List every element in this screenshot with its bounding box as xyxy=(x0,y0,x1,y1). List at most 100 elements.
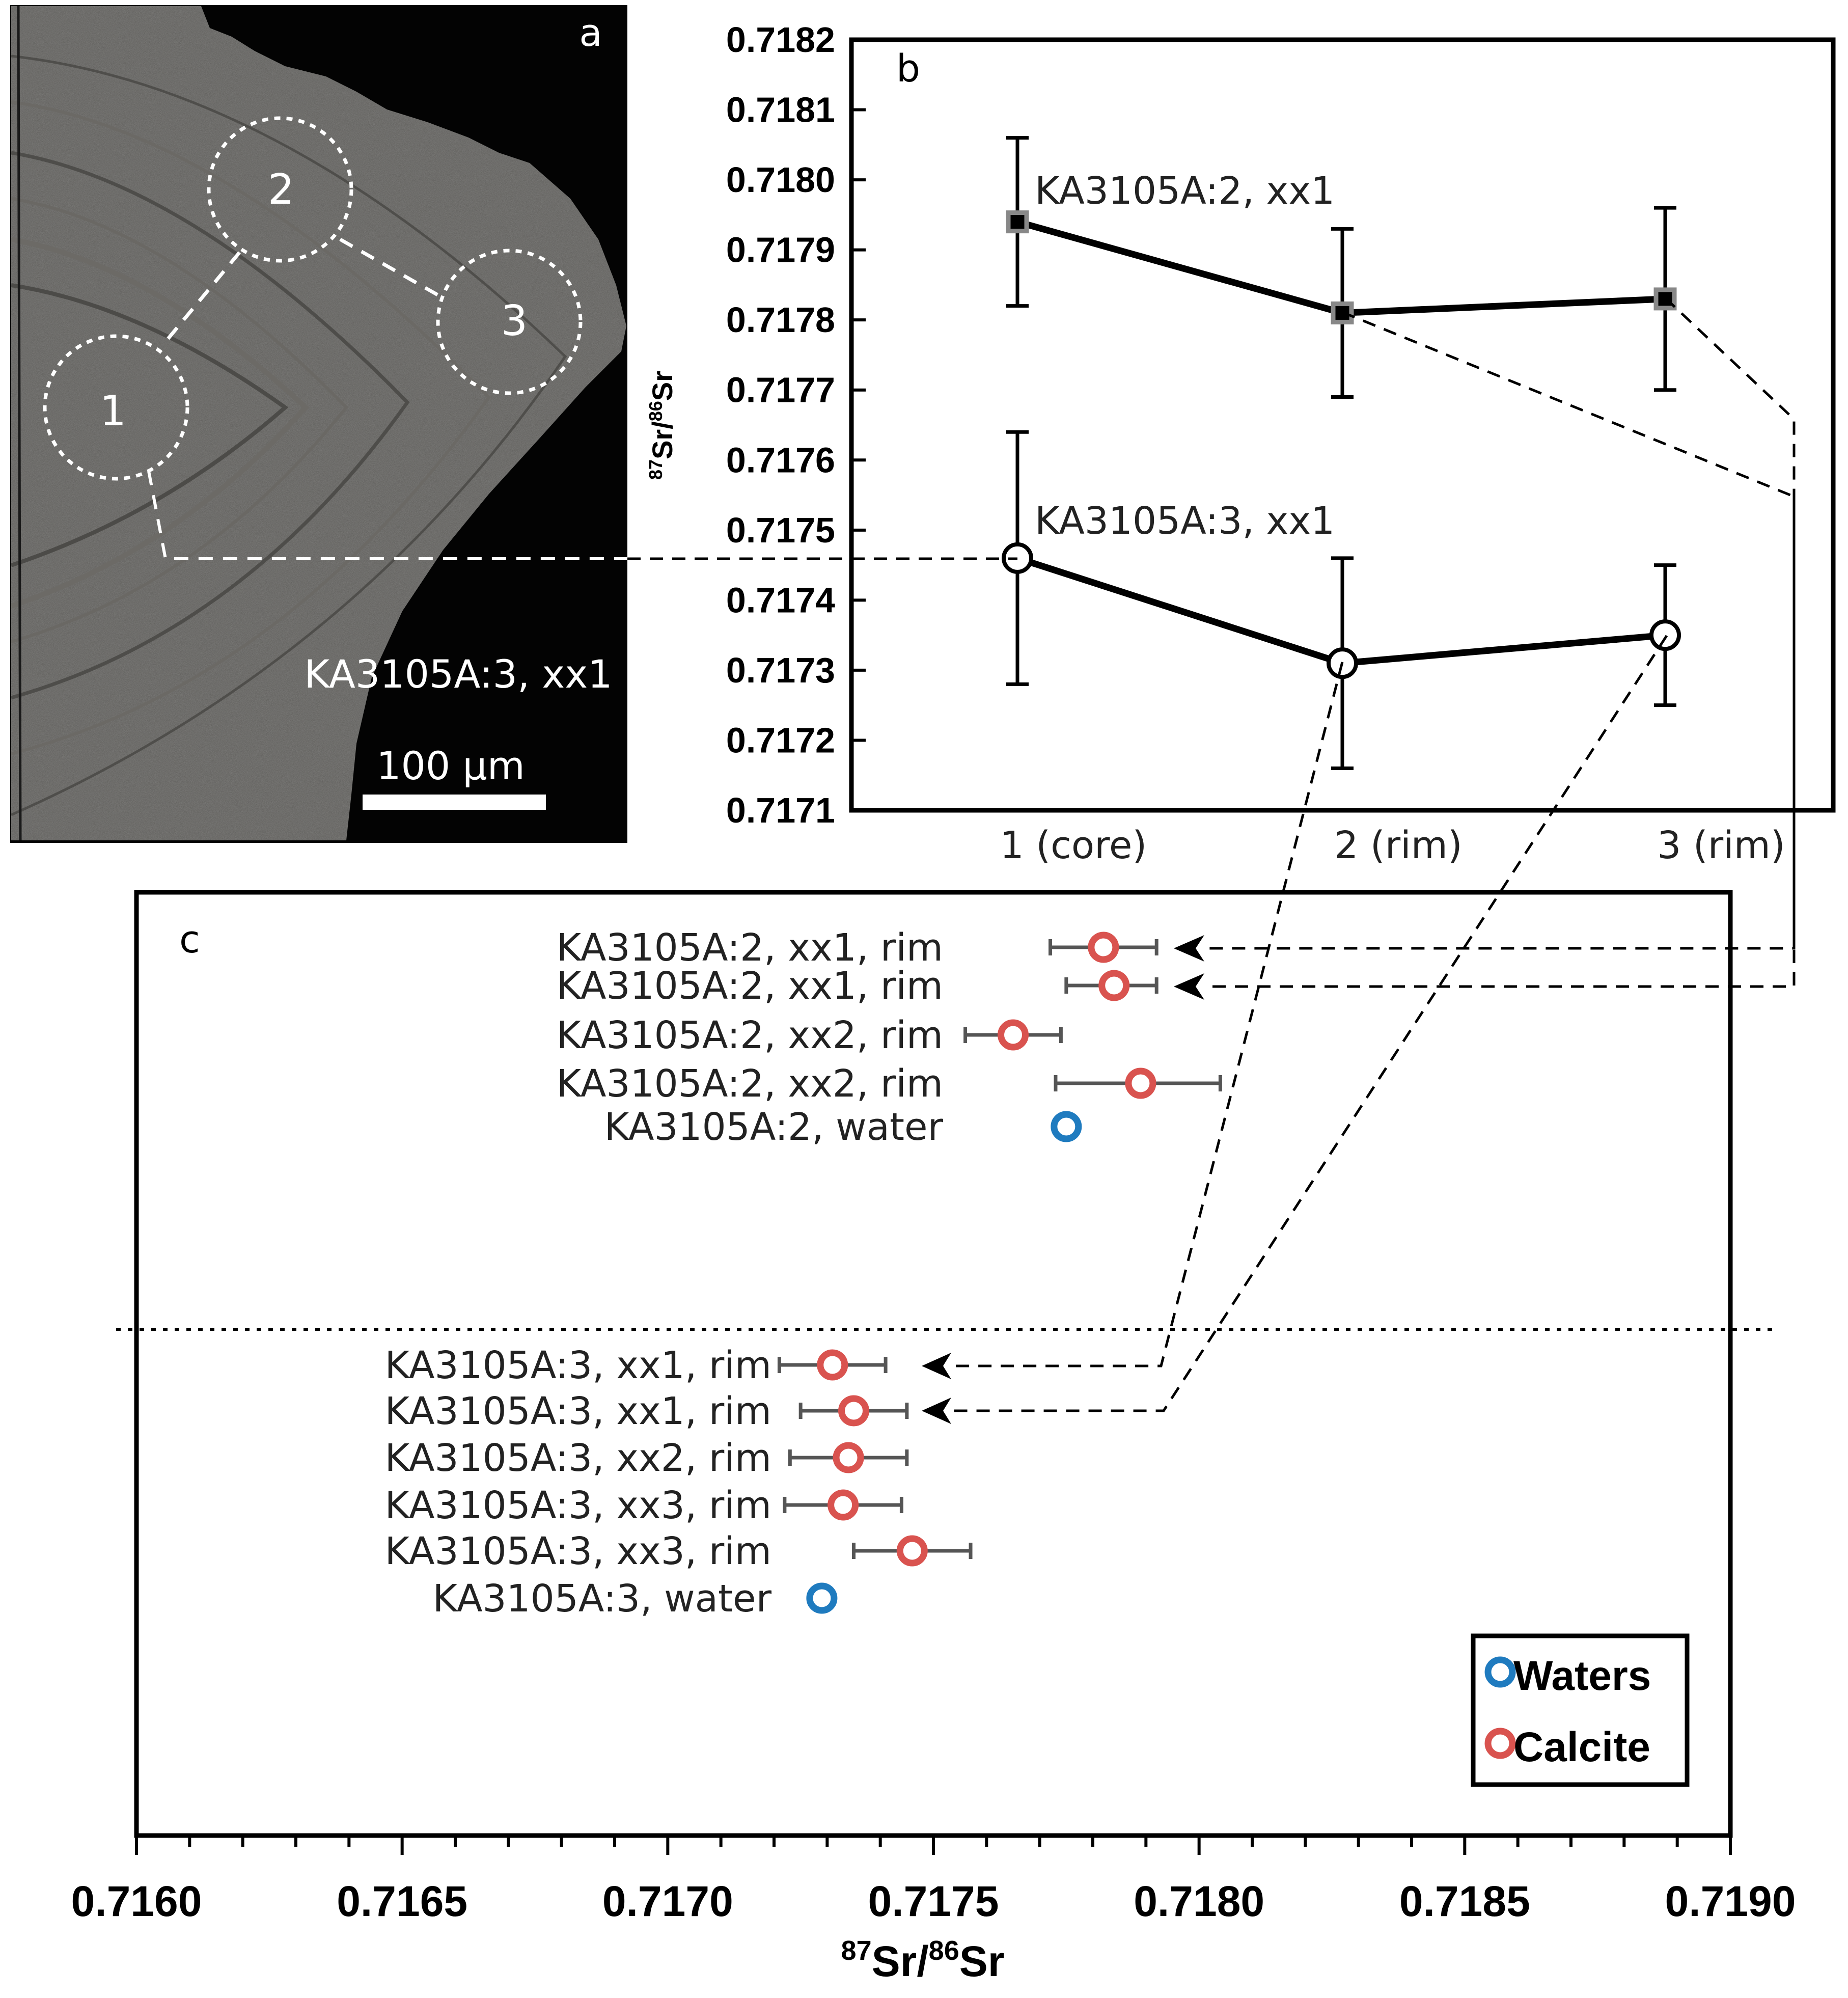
point-label: KA3105A:3, water xyxy=(433,1577,772,1621)
legend-waters-label: Waters xyxy=(1513,1653,1651,1699)
y-tick-label: 0.7180 xyxy=(726,160,835,200)
x-title-base2: Sr xyxy=(959,1937,1005,1985)
scale-bar-label: 100 µm xyxy=(376,743,525,788)
spot-circle-3 xyxy=(436,249,583,395)
x-title-sup2: 86 xyxy=(929,1935,959,1966)
point-label: KA3105A:3, xx1, rim xyxy=(385,1344,771,1387)
calcite-point xyxy=(1125,1068,1156,1099)
x-title-sup1: 87 xyxy=(841,1935,872,1966)
spot-circle-1 xyxy=(43,334,189,481)
calcite-point xyxy=(896,1535,928,1567)
point-label: KA3105A:3, xx2, rim xyxy=(385,1436,771,1480)
point-label: KA3105A:2, xx1, rim xyxy=(557,964,943,1008)
panel-c-x-ticks: 0.7160 0.7165 0.7170 0.7175 0.7180 0.7185 0.71… xyxy=(71,1836,1796,1925)
scale-bar xyxy=(363,795,546,810)
spot-connector-1-2 xyxy=(167,248,243,340)
calcite-point xyxy=(1088,932,1119,963)
arrowhead-c-row2 xyxy=(1174,973,1204,1000)
data-point-square xyxy=(1006,210,1029,234)
micrograph-caption: KA3105A:3, xx1 xyxy=(304,651,612,697)
y-title-sup2: 86 xyxy=(645,401,666,421)
link-spot1-white xyxy=(147,471,627,560)
x-tick-label: 0.7175 xyxy=(868,1877,999,1925)
panel-a-letter: a xyxy=(579,11,602,55)
y-title-sup1: 87 xyxy=(645,459,666,480)
x-category-label: 3 (rim) xyxy=(1657,824,1785,867)
arrowhead-c-row7 xyxy=(922,1398,951,1424)
y-tick-label: 0.7182 xyxy=(726,20,835,60)
connector-arrowheads xyxy=(922,935,1204,1424)
x-tick-label: 0.7180 xyxy=(1134,1877,1264,1925)
y-tick-label: 0.7178 xyxy=(726,300,835,340)
panel-b-chart: 0.7171 0.7172 0.7173 0.7174 0.7175 0.7176 0.71… xyxy=(645,20,1836,867)
arrowhead-c-row1 xyxy=(1174,935,1204,962)
x-tick-label: 0.7170 xyxy=(602,1877,733,1925)
point-label: KA3105A:3, xx3, rim xyxy=(385,1484,771,1527)
spot-circle-2 xyxy=(207,116,353,263)
connector-lines xyxy=(627,297,1796,1412)
series-label-ka3105a-3: KA3105A:3, xx1 xyxy=(1035,499,1335,543)
spot-connector-2-3 xyxy=(339,237,444,300)
x-category-label: 1 (core) xyxy=(1000,824,1147,867)
panel-c-x-axis-title: 87Sr/86Sr xyxy=(841,1935,1005,1985)
zone-band-6 xyxy=(11,54,567,816)
panel-b-x-ticks: 1 (core) 2 (rim) 3 (rim) xyxy=(1000,824,1785,867)
x-tick-label: 0.7160 xyxy=(71,1877,202,1925)
point-label: KA3105A:2, xx1, rim xyxy=(557,926,943,970)
legend-waters-marker xyxy=(1484,1656,1516,1688)
link-b3-rim2-to-c xyxy=(950,662,1344,1367)
y-title-base1: Sr/ xyxy=(646,421,678,459)
zone-band-3 xyxy=(11,197,348,643)
calcite-point xyxy=(838,1395,869,1427)
water-point xyxy=(806,1582,838,1614)
spot-label-2: 2 xyxy=(268,166,294,214)
calcite-point xyxy=(833,1442,864,1473)
point-label: KA3105A:2, xx2, rim xyxy=(557,1014,943,1057)
point-label: KA3105A:2, water xyxy=(604,1105,944,1149)
legend-calcite-label: Calcite xyxy=(1513,1724,1650,1770)
x-tick-label: 0.7190 xyxy=(1665,1877,1796,1925)
y-tick-label: 0.7181 xyxy=(726,90,835,130)
point-label: KA3105A:3, xx1, rim xyxy=(385,1389,771,1433)
y-tick-label: 0.7179 xyxy=(726,230,835,270)
spot-label-1: 1 xyxy=(100,387,126,435)
point-label: KA3105A:2, xx2, rim xyxy=(557,1062,943,1106)
link-b3-rim3-to-c xyxy=(950,635,1668,1412)
panel-b-series xyxy=(1002,136,1681,770)
y-tick-label: 0.7175 xyxy=(726,510,835,550)
panel-b-y-ticks: 0.7171 0.7172 0.7173 0.7174 0.7175 0.7176 0.71… xyxy=(726,20,866,830)
y-tick-label: 0.7177 xyxy=(726,370,835,410)
point-label: KA3105A:3, xx3, rim xyxy=(385,1529,771,1573)
x-tick-label: 0.7165 xyxy=(337,1877,467,1925)
panel-c-letter: c xyxy=(179,918,200,962)
y-tick-label: 0.7174 xyxy=(726,580,835,620)
y-tick-label: 0.7173 xyxy=(726,650,835,690)
calcite-point xyxy=(817,1349,848,1381)
panel-b-letter: b xyxy=(896,47,920,91)
zone-band-4 xyxy=(11,151,410,700)
x-tick-label: 0.7185 xyxy=(1399,1877,1530,1925)
zone-band-1 xyxy=(11,237,309,609)
calcite-point xyxy=(1098,970,1130,1001)
crack-line xyxy=(17,6,22,840)
calcite-point xyxy=(828,1489,859,1521)
series-label-ka3105a-2: KA3105A:2, xx1 xyxy=(1035,169,1335,213)
panel-b-y-axis-title: 87Sr/86Sr xyxy=(645,371,678,480)
y-tick-label: 0.7171 xyxy=(726,790,835,830)
y-tick-label: 0.7172 xyxy=(726,720,835,760)
panel-c-legend: Waters Calcite xyxy=(1471,1633,1690,1787)
zone-band-2 xyxy=(11,283,289,567)
zone-band-5 xyxy=(11,100,491,755)
x-title-base1: Sr/ xyxy=(872,1937,929,1985)
data-point-circle xyxy=(1649,619,1681,651)
x-category-label: 2 (rim) xyxy=(1334,824,1462,867)
panel-c-chart: c 0.7160 0.7165 0.7170 0.7175 0.7180 0.7185 0.… xyxy=(71,890,1796,1985)
water-point xyxy=(1051,1111,1082,1142)
spot-label-3: 3 xyxy=(501,297,528,345)
panel-b-series-labels: KA3105A:2, xx1 KA3105A:3, xx1 xyxy=(1035,169,1335,543)
legend-calcite-marker xyxy=(1484,1728,1516,1759)
y-title-base2: Sr xyxy=(646,371,678,401)
